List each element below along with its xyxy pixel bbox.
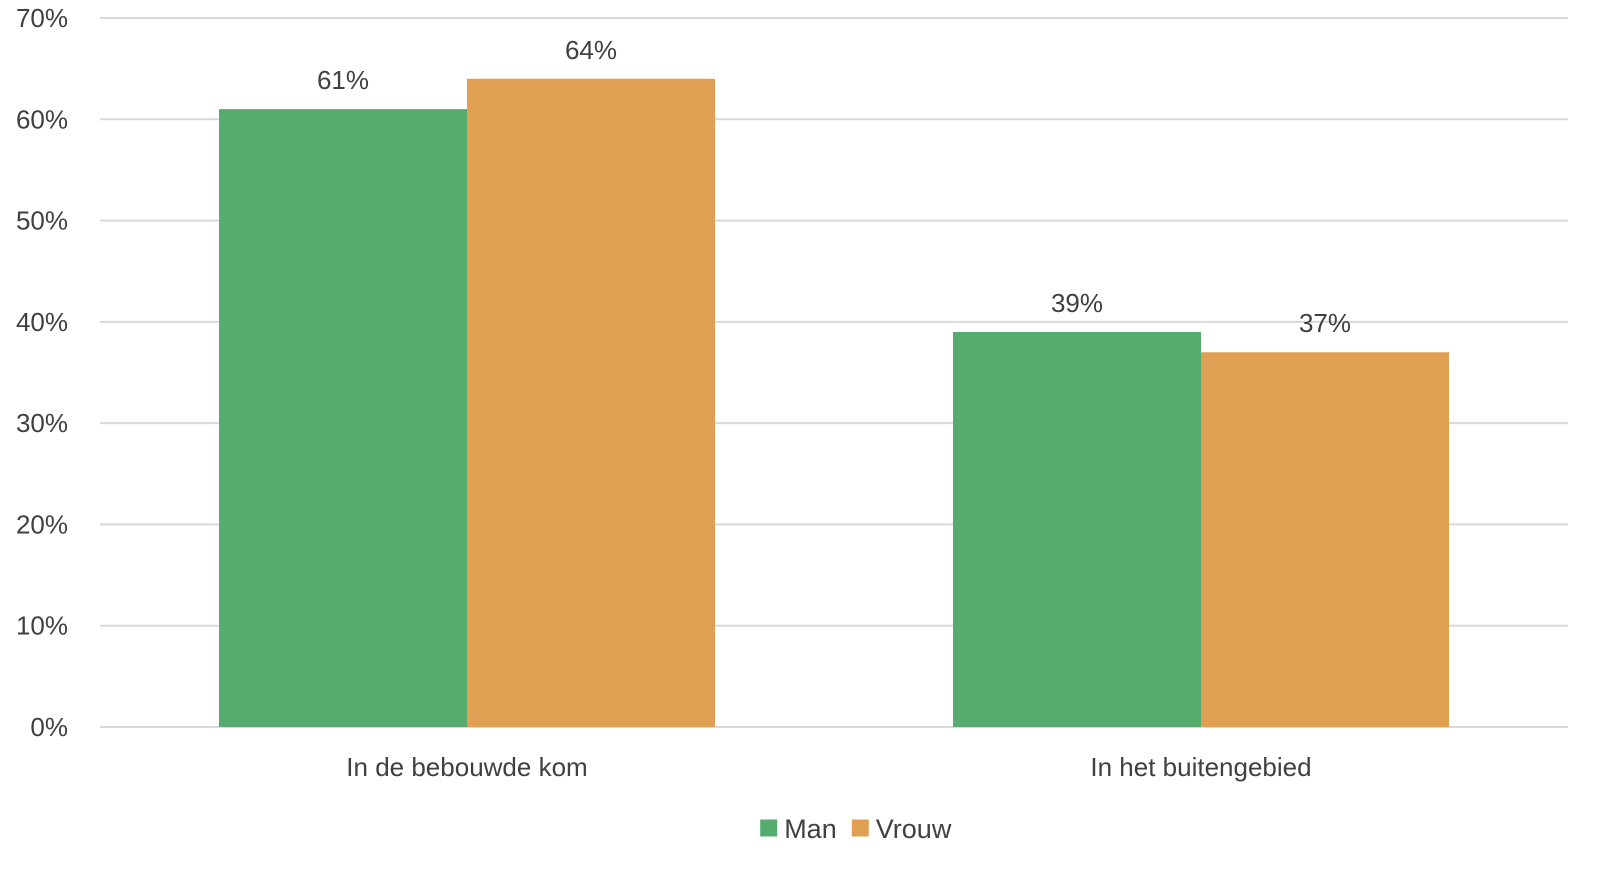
y-axis-ticks: 0% 10% 20% 30% 40% 50% 60% 70% bbox=[16, 3, 68, 742]
legend-swatch-man bbox=[760, 819, 778, 837]
data-label: 64% bbox=[565, 35, 617, 65]
y-tick-label: 50% bbox=[16, 206, 68, 236]
x-category-label: In de bebouwde kom bbox=[346, 752, 587, 782]
y-tick-label: 40% bbox=[16, 307, 68, 337]
y-tick-label: 70% bbox=[16, 3, 68, 33]
y-tick-label: 60% bbox=[16, 104, 68, 134]
legend-label-vrouw: Vrouw bbox=[876, 814, 952, 844]
data-labels: 61% 64% 39% 37% bbox=[317, 35, 1351, 338]
x-axis-categories: In de bebouwde kom In het buitengebied bbox=[346, 752, 1311, 782]
data-label: 37% bbox=[1299, 308, 1351, 338]
y-tick-label: 20% bbox=[16, 509, 68, 539]
bar-man-2 bbox=[953, 331, 1201, 727]
bar-vrouw-2 bbox=[1201, 352, 1449, 727]
data-label: 39% bbox=[1051, 288, 1103, 318]
bar-man-1 bbox=[219, 109, 467, 727]
legend-label-man: Man bbox=[784, 814, 837, 844]
y-tick-label: 30% bbox=[16, 408, 68, 438]
y-tick-label: 0% bbox=[30, 712, 68, 742]
legend: Man Vrouw bbox=[760, 814, 952, 844]
bar-vrouw-1 bbox=[467, 78, 715, 728]
y-tick-label: 10% bbox=[16, 611, 68, 641]
legend-swatch-vrouw bbox=[851, 819, 869, 837]
x-category-label: In het buitengebied bbox=[1090, 752, 1311, 782]
bars bbox=[219, 78, 1449, 728]
data-label: 61% bbox=[317, 65, 369, 95]
